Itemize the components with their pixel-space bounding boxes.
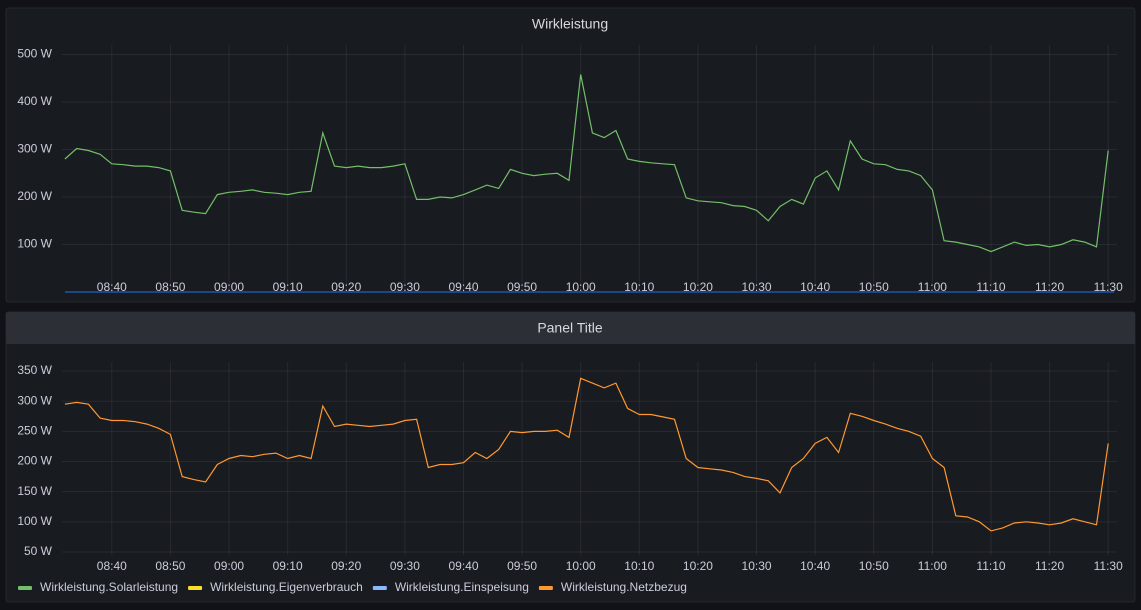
x-tick-label: 10:00 <box>566 280 596 294</box>
x-tick-label: 09:40 <box>448 559 478 573</box>
x-tick-label: 11:20 <box>1035 559 1064 573</box>
panel-title[interactable]: Wirkleistung <box>532 16 608 32</box>
x-tick-label: 10:00 <box>566 559 596 573</box>
y-tick-label: 150 W <box>17 484 52 498</box>
x-tick-label: 09:20 <box>331 280 361 294</box>
y-tick-label: 500 W <box>17 47 52 61</box>
legend-swatch <box>372 586 387 590</box>
legend-swatch <box>18 586 32 590</box>
legend-label[interactable]: Wirkleistung.Netzbezug <box>561 580 687 594</box>
x-tick-label: 08:40 <box>97 559 127 573</box>
y-tick-label: 250 W <box>17 424 52 438</box>
x-tick-label: 09:00 <box>214 280 244 294</box>
legend-swatch <box>188 586 203 590</box>
legend-label[interactable]: Wirkleistung.Eigenverbrauch <box>210 580 363 594</box>
x-tick-label: 10:30 <box>742 280 772 294</box>
panel-header[interactable] <box>6 312 1135 344</box>
x-tick-label: 11:10 <box>976 559 1005 573</box>
x-tick-label: 09:00 <box>214 559 244 573</box>
y-tick-label: 200 W <box>17 189 52 203</box>
x-tick-label: 10:30 <box>742 559 772 573</box>
legend-label[interactable]: Wirkleistung.Solarleistung <box>40 580 178 594</box>
legend-swatch <box>538 586 553 590</box>
y-tick-label: 350 W <box>17 363 52 377</box>
x-tick-label: 10:10 <box>624 559 654 573</box>
x-tick-label: 11:10 <box>976 280 1005 294</box>
x-tick-label: 11:00 <box>918 280 947 294</box>
x-tick-label: 09:10 <box>273 559 303 573</box>
panel-title[interactable]: Panel Title <box>537 320 603 336</box>
x-tick-label: 08:50 <box>155 280 185 294</box>
x-tick-label: 11:30 <box>1094 280 1123 294</box>
x-tick-label: 11:30 <box>1094 559 1123 573</box>
y-tick-label: 100 W <box>17 237 52 251</box>
x-tick-label: 09:10 <box>273 280 303 294</box>
panel <box>5 7 1136 303</box>
y-tick-label: 300 W <box>17 142 52 156</box>
x-tick-label: 09:50 <box>507 559 537 573</box>
x-tick-label: 11:20 <box>1035 280 1064 294</box>
x-tick-label: 10:20 <box>683 559 713 573</box>
y-tick-label: 400 W <box>17 94 52 108</box>
y-tick-label: 50 W <box>24 544 53 558</box>
x-tick-label: 09:30 <box>390 559 420 573</box>
x-tick-label: 08:40 <box>97 280 127 294</box>
y-tick-label: 200 W <box>17 454 52 468</box>
y-tick-label: 100 W <box>17 514 52 528</box>
series-line <box>64 377 1109 532</box>
x-tick-label: 10:50 <box>859 559 889 573</box>
x-tick-label: 09:20 <box>331 559 361 573</box>
x-tick-label: 10:20 <box>683 280 713 294</box>
x-tick-label: 10:10 <box>624 280 654 294</box>
y-tick-label: 300 W <box>17 393 52 407</box>
x-tick-label: 10:50 <box>859 280 889 294</box>
x-tick-label: 10:40 <box>800 559 830 573</box>
x-tick-label: 11:00 <box>918 559 947 573</box>
x-tick-label: 09:40 <box>448 280 478 294</box>
x-tick-label: 10:40 <box>800 280 830 294</box>
series-line <box>64 74 1109 253</box>
x-tick-label: 09:50 <box>507 280 537 294</box>
x-tick-label: 09:30 <box>390 280 420 294</box>
x-tick-label: 08:50 <box>155 559 185 573</box>
legend-label[interactable]: Wirkleistung.Einspeisung <box>395 580 529 594</box>
